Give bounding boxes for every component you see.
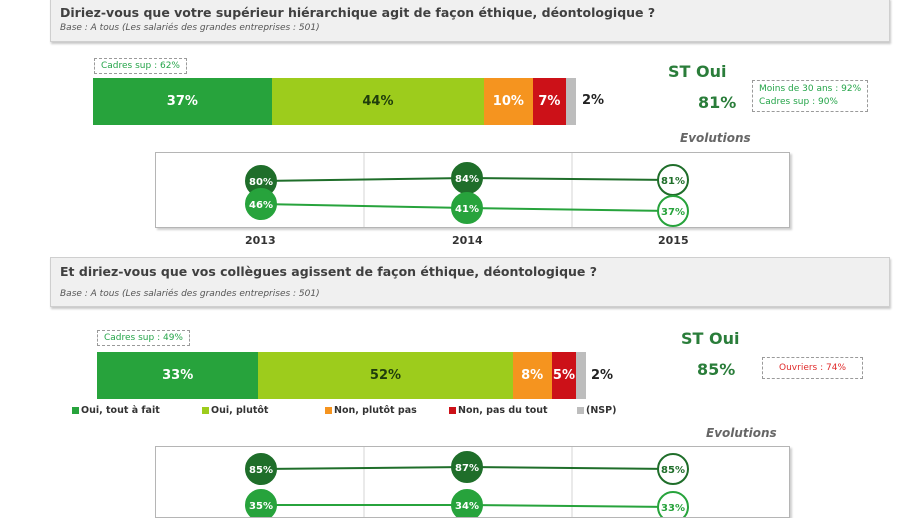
data-point bbox=[657, 453, 689, 485]
q1-st-oui-value: 81% bbox=[698, 93, 737, 112]
bar-segment-oui-plutot: 52% bbox=[258, 352, 513, 399]
legend-swatch bbox=[449, 407, 456, 414]
data-label: 81% bbox=[661, 176, 685, 187]
q1-side-callout-line1: Moins de 30 ans : 92% bbox=[759, 84, 862, 94]
legend-swatch bbox=[72, 407, 79, 414]
data-label: 37% bbox=[661, 207, 685, 218]
legend-item-oui-tout-a-fait: Oui, tout à fait bbox=[72, 405, 202, 416]
data-label: 46% bbox=[249, 200, 273, 211]
q2-evolution-panel: 85% 87% 85% 35% 34% 33% bbox=[155, 446, 790, 518]
bar-segment-non-pas-du-tout: 5% bbox=[551, 352, 577, 399]
bar-segment-non-plutot-pas: 10% bbox=[484, 78, 533, 125]
legend-item-nsp: (NSP) bbox=[577, 405, 616, 416]
q1-evolution-panel: 80% 84% 81% 46% 41% 37% bbox=[155, 152, 790, 228]
data-label: 80% bbox=[249, 177, 273, 188]
q2-st-oui-label: ST Oui bbox=[681, 329, 740, 348]
question-2-box: Et diriez-vous que vos collègues agissen… bbox=[50, 257, 890, 307]
legend-item-non-plutot-pas: Non, plutôt pas bbox=[325, 405, 449, 416]
bar-segment-nsp bbox=[576, 352, 586, 399]
bar-segment-non-plutot-pas: 8% bbox=[512, 352, 552, 399]
legend-swatch bbox=[202, 407, 209, 414]
data-label: 85% bbox=[661, 465, 685, 476]
question-1-base: Base : A tous (Les salariés des grandes … bbox=[60, 23, 320, 33]
data-label: 87% bbox=[455, 463, 479, 474]
data-point bbox=[245, 188, 277, 220]
data-label: 41% bbox=[455, 204, 479, 215]
q1-year-2013: 2013 bbox=[245, 234, 276, 247]
q1-side-callout-line2: Cadres sup : 90% bbox=[759, 97, 838, 107]
question-2-base: Base : A tous (Les salariés des grandes … bbox=[60, 289, 320, 299]
q1-stacked-bar: 37% 44% 10% 7% bbox=[93, 78, 576, 125]
q1-evolutions-label: Evolutions bbox=[680, 131, 751, 145]
legend-label: (NSP) bbox=[586, 405, 617, 416]
q2-side-callout: Ouvriers : 74% bbox=[762, 357, 863, 379]
legend-swatch bbox=[577, 407, 584, 414]
data-label: 34% bbox=[455, 501, 479, 512]
data-point bbox=[451, 451, 483, 483]
legend-label: Non, plutôt pas bbox=[334, 405, 417, 416]
q2-stacked-bar: 33% 52% 8% 5% bbox=[97, 352, 586, 399]
q1-st-oui-label: ST Oui bbox=[668, 62, 727, 81]
legend-label: Non, pas du tout bbox=[458, 405, 548, 416]
q1-nsp-label: 2% bbox=[582, 93, 605, 108]
question-2-title: Et diriez-vous que vos collègues agissen… bbox=[60, 264, 597, 279]
q2-evolutions-label: Evolutions bbox=[706, 426, 777, 440]
q2-st-oui-value: 85% bbox=[697, 360, 736, 379]
legend-item-non-pas-du-tout: Non, pas du tout bbox=[449, 405, 577, 416]
legend-label: Oui, plutôt bbox=[211, 405, 269, 416]
q2-evolution-chart: 85% 87% 85% 35% 34% 33% bbox=[245, 447, 689, 517]
bar-segment-oui-plutot: 44% bbox=[271, 78, 485, 125]
q1-callout-top: Cadres sup : 62% bbox=[94, 58, 187, 74]
bar-segment-non-pas-du-tout: 7% bbox=[532, 78, 567, 125]
bar-segment-nsp bbox=[566, 78, 576, 125]
data-point bbox=[657, 195, 689, 227]
q1-evolution-chart: 80% 84% 81% 46% 41% 37% bbox=[245, 153, 689, 227]
q1-side-callout: Moins de 30 ans : 92% Cadres sup : 90% bbox=[752, 80, 869, 112]
legend-swatch bbox=[325, 407, 332, 414]
q2-callout-top: Cadres sup : 49% bbox=[97, 330, 190, 346]
data-label: 85% bbox=[249, 465, 273, 476]
data-label: 84% bbox=[455, 174, 479, 185]
data-point bbox=[451, 192, 483, 224]
question-1-title: Diriez-vous que votre supérieur hiérarch… bbox=[60, 5, 656, 20]
data-label: 33% bbox=[661, 503, 685, 514]
data-point bbox=[245, 453, 277, 485]
legend-item-oui-plutot: Oui, plutôt bbox=[202, 405, 325, 416]
data-label: 35% bbox=[249, 501, 273, 512]
bar-segment-oui-tout-a-fait: 37% bbox=[93, 78, 272, 125]
legend: Oui, tout à fait Oui, plutôt Non, plutôt… bbox=[72, 405, 616, 416]
legend-label: Oui, tout à fait bbox=[81, 405, 160, 416]
q1-year-2015: 2015 bbox=[658, 234, 689, 247]
question-1-box: Diriez-vous que votre supérieur hiérarch… bbox=[50, 0, 890, 42]
bar-segment-oui-tout-a-fait: 33% bbox=[97, 352, 259, 399]
q2-nsp-label: 2% bbox=[591, 368, 614, 383]
q1-year-2014: 2014 bbox=[452, 234, 483, 247]
